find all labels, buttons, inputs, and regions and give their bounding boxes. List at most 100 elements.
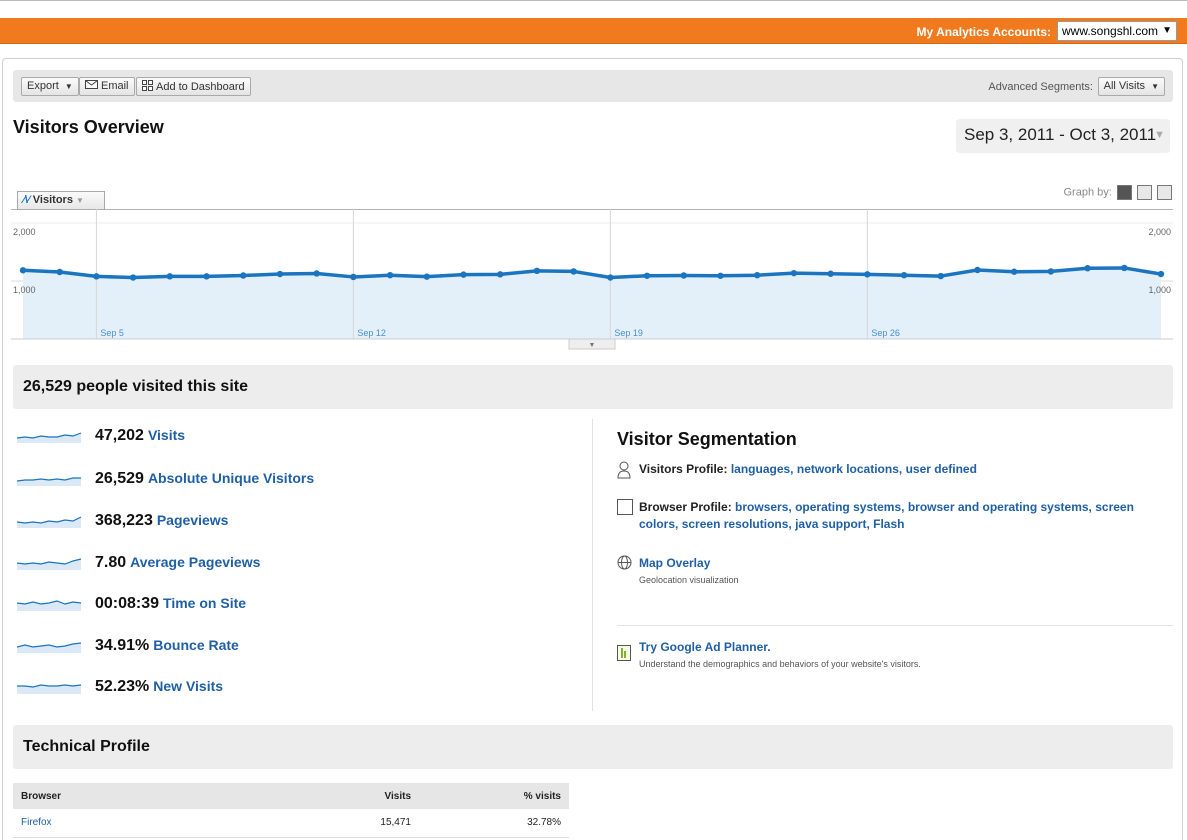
data-point[interactable] bbox=[1157, 270, 1165, 278]
data-point[interactable] bbox=[460, 271, 467, 278]
column-header-pct-visits[interactable]: % visits bbox=[419, 783, 569, 809]
column-header-visits[interactable]: Visits bbox=[299, 783, 419, 809]
data-point[interactable] bbox=[643, 272, 651, 279]
metric-value: 00:08:39 Time on Site bbox=[95, 595, 247, 612]
metric-selector-tab[interactable]: ⁄\⁄ Visitors ▼ bbox=[17, 191, 105, 210]
browsers-link[interactable]: browsers, bbox=[735, 500, 792, 514]
date-range-picker[interactable]: Sep 3, 2011 - Oct 3, 2011 ▼ bbox=[956, 119, 1170, 153]
data-point[interactable] bbox=[386, 272, 394, 279]
metric-value: 47,202 Visits bbox=[95, 427, 186, 444]
sparkline-icon bbox=[17, 642, 82, 653]
metric-value: 26,529 Absolute Unique Visitors bbox=[95, 470, 315, 487]
data-point[interactable] bbox=[166, 273, 174, 280]
technical-profile-title: Technical Profile bbox=[23, 738, 150, 755]
date-range-value: Sep 3, 2011 - Oct 3, 2011 bbox=[964, 125, 1157, 144]
data-point[interactable] bbox=[974, 266, 981, 274]
metric-link[interactable]: Visits bbox=[147, 427, 186, 443]
graph-by-month-button[interactable] bbox=[1157, 185, 1172, 200]
data-point[interactable] bbox=[937, 272, 944, 280]
email-button[interactable]: Email bbox=[79, 77, 135, 96]
java-support-link[interactable]: java support, bbox=[795, 517, 870, 531]
account-bar: My Analytics Accounts: www.songshl.com ▼ bbox=[0, 18, 1187, 44]
data-point[interactable] bbox=[93, 273, 100, 280]
account-select-value: www.songshl.com bbox=[1062, 24, 1159, 38]
data-point[interactable] bbox=[313, 270, 320, 277]
y-tick-label-right: 1,000 bbox=[1148, 285, 1171, 295]
column-divider bbox=[592, 419, 593, 711]
data-point[interactable] bbox=[350, 273, 357, 281]
data-point[interactable] bbox=[129, 274, 137, 281]
graph-by-week-button[interactable] bbox=[1136, 185, 1152, 200]
advanced-segments-label: Advanced Segments: bbox=[988, 81, 1093, 93]
metric-link[interactable]: New Visits bbox=[153, 678, 224, 694]
metric-value: 34.91% Bounce Rate bbox=[95, 637, 239, 654]
data-point[interactable] bbox=[203, 273, 210, 280]
data-point[interactable] bbox=[753, 272, 761, 279]
data-point[interactable] bbox=[423, 273, 431, 280]
summary-bar: 26,529 people visited this site bbox=[13, 365, 1173, 409]
x-tick-label: Sep 19 bbox=[614, 328, 643, 338]
visitors-profile-row: Visitors Profile: languages, network loc… bbox=[617, 461, 977, 479]
visitors-profile-label: Visitors Profile: bbox=[639, 462, 728, 476]
data-point[interactable] bbox=[497, 271, 504, 278]
metric-link[interactable]: Bounce Rate bbox=[153, 637, 239, 653]
browser-profile-label: Browser Profile: bbox=[639, 500, 732, 514]
envelope-icon bbox=[85, 80, 98, 92]
data-point[interactable] bbox=[19, 267, 27, 274]
table-row: Firefox 15,471 32.78% bbox=[13, 809, 569, 838]
browser-cell[interactable]: Firefox bbox=[13, 809, 299, 838]
browser-profile-row: Browser Profile: browsers, operating sys… bbox=[617, 499, 1157, 533]
flash-link[interactable]: Flash bbox=[873, 517, 905, 531]
data-point[interactable] bbox=[240, 272, 247, 279]
data-point[interactable] bbox=[790, 269, 798, 277]
data-point[interactable] bbox=[570, 268, 577, 275]
metric-link[interactable]: Pageviews bbox=[156, 512, 229, 528]
column-header-browser[interactable]: Browser bbox=[13, 783, 299, 809]
globe-icon bbox=[617, 555, 632, 573]
metric-link[interactable]: Average Pageviews bbox=[130, 554, 261, 570]
chevron-down-icon: ▼ bbox=[1151, 82, 1159, 91]
add-to-dashboard-button[interactable]: Add to Dashboard bbox=[136, 77, 251, 96]
data-point[interactable] bbox=[717, 272, 724, 279]
data-point[interactable] bbox=[276, 270, 284, 278]
series-line bbox=[22, 266, 1162, 280]
screen-resolutions-link[interactable]: screen resolutions, bbox=[681, 517, 792, 531]
chevron-down-icon: ▼ bbox=[589, 342, 596, 349]
map-overlay-link[interactable]: Map Overlay bbox=[639, 556, 711, 570]
data-point[interactable] bbox=[680, 272, 687, 279]
data-point[interactable] bbox=[533, 267, 541, 275]
account-select[interactable]: www.songshl.com ▼ bbox=[1057, 21, 1177, 41]
top-border bbox=[0, 0, 1187, 1]
network-locations-link[interactable]: network locations, bbox=[796, 462, 903, 476]
data-point[interactable] bbox=[864, 271, 871, 278]
data-point[interactable] bbox=[607, 274, 614, 281]
technical-profile-table: Browser Visits % visits Firefox 15,471 3… bbox=[13, 783, 569, 838]
data-point[interactable] bbox=[900, 272, 908, 279]
data-point[interactable] bbox=[1010, 268, 1018, 275]
metric-value: 7.80 Average Pageviews bbox=[95, 554, 261, 571]
metric-link[interactable]: Absolute Unique Visitors bbox=[147, 470, 315, 486]
graph-by-day-button[interactable] bbox=[1116, 185, 1132, 200]
chart-collapse-handle[interactable] bbox=[568, 338, 616, 350]
ad-planner-link[interactable]: Try Google Ad Planner. bbox=[639, 640, 771, 654]
data-point[interactable] bbox=[56, 268, 63, 276]
data-point[interactable] bbox=[1047, 268, 1055, 275]
metric-link[interactable]: Time on Site bbox=[163, 595, 247, 611]
y-tick-label-left: 1,000 bbox=[13, 285, 36, 295]
map-overlay-description: Geolocation visualization bbox=[639, 575, 739, 585]
user-defined-link[interactable]: user defined bbox=[905, 462, 977, 476]
visitors-chart: 2,000 2,000 1,000 1,000 Sep 5 Sep 12 Sep 19 Sep… bbox=[11, 209, 1173, 350]
screen-colors-link[interactable]: screen colors, bbox=[639, 500, 1134, 531]
languages-link[interactable]: languages, bbox=[730, 462, 794, 476]
data-point[interactable] bbox=[827, 270, 834, 277]
chevron-down-icon: ▼ bbox=[76, 196, 84, 205]
chevron-down-icon: ▼ bbox=[64, 82, 73, 91]
data-point[interactable] bbox=[1084, 265, 1091, 272]
data-point[interactable] bbox=[1121, 264, 1128, 272]
person-icon bbox=[617, 461, 631, 482]
export-button[interactable]: Export ▼ bbox=[21, 77, 79, 96]
segments-select[interactable]: All Visits ▼ bbox=[1097, 77, 1165, 96]
pct-visits-cell: 32.78% bbox=[419, 809, 569, 838]
browser-and-os-link[interactable]: browser and operating systems, bbox=[907, 500, 1092, 514]
operating-systems-link[interactable]: operating systems, bbox=[795, 500, 905, 514]
